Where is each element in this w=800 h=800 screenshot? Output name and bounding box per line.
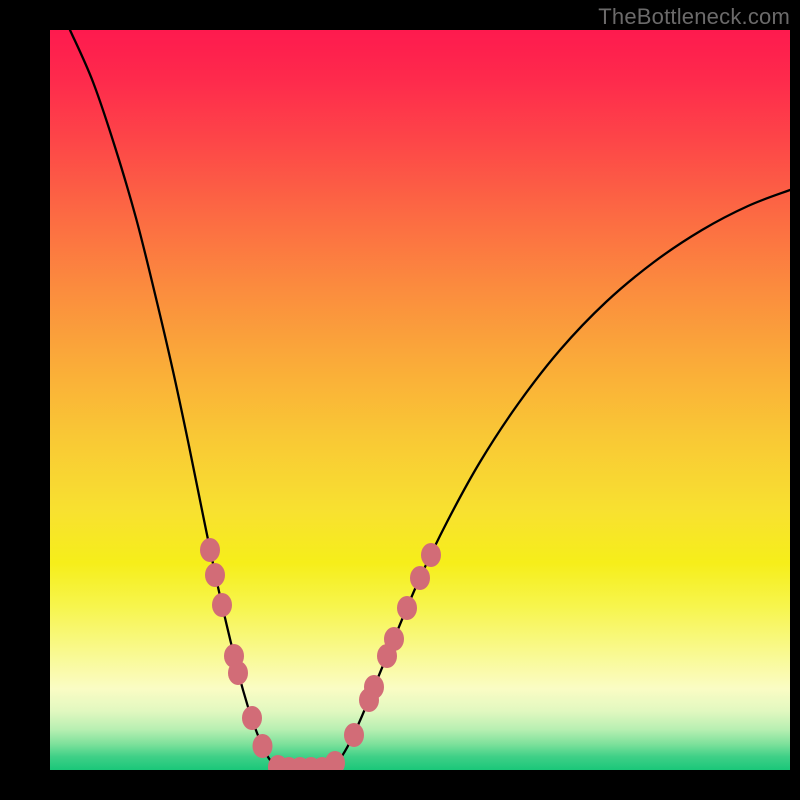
data-point: [410, 566, 430, 590]
data-point: [212, 593, 232, 617]
data-point: [228, 661, 248, 685]
watermark-text: TheBottleneck.com: [598, 4, 790, 30]
plot-background-gradient: [50, 30, 790, 770]
data-point: [205, 563, 225, 587]
data-point: [242, 706, 262, 730]
data-point: [253, 734, 273, 758]
data-point: [344, 723, 364, 747]
bottleneck-chart: [0, 0, 800, 800]
data-point: [384, 627, 404, 651]
data-point: [364, 675, 384, 699]
data-point: [397, 596, 417, 620]
data-point: [200, 538, 220, 562]
data-point: [421, 543, 441, 567]
chart-stage: TheBottleneck.com: [0, 0, 800, 800]
